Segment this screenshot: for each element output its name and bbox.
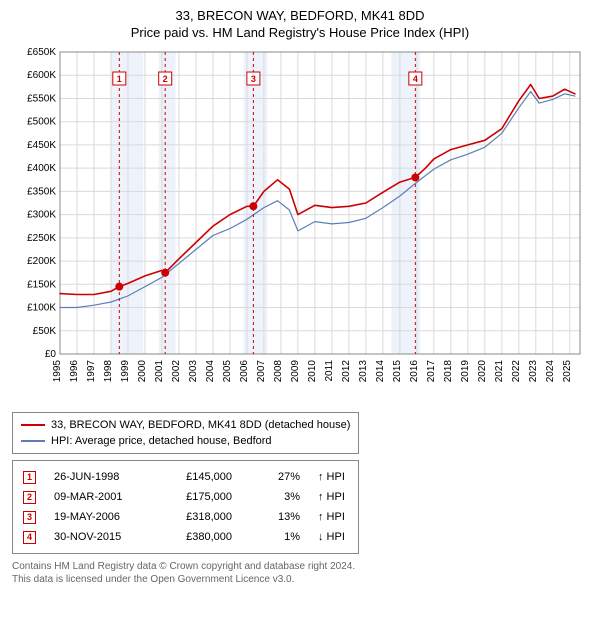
svg-text:2014: 2014	[375, 360, 386, 383]
title-address: 33, BRECON WAY, BEDFORD, MK41 8DD	[12, 8, 588, 23]
svg-text:2004: 2004	[205, 360, 216, 383]
svg-text:2003: 2003	[188, 360, 199, 383]
svg-text:2006: 2006	[239, 360, 250, 383]
legend-swatch	[21, 440, 45, 442]
svg-text:£150K: £150K	[27, 279, 56, 290]
svg-text:2010: 2010	[307, 360, 318, 383]
legend-label: 33, BRECON WAY, BEDFORD, MK41 8DD (detac…	[51, 417, 350, 433]
svg-text:£350K: £350K	[27, 186, 56, 197]
svg-text:£550K: £550K	[27, 93, 56, 104]
svg-text:2001: 2001	[154, 360, 165, 383]
sale-direction: ↓ HPI	[318, 527, 348, 547]
sale-direction: ↑ HPI	[318, 467, 348, 487]
svg-text:2015: 2015	[392, 360, 403, 383]
legend-item: HPI: Average price, detached house, Bedf…	[21, 433, 350, 449]
sale-row: 1 26-JUN-1998 £145,000 27% ↑ HPI	[23, 467, 348, 487]
svg-text:£100K: £100K	[27, 303, 56, 314]
svg-text:2008: 2008	[273, 360, 284, 383]
chart-svg: £0 £50K £100K £150K £200K £250K £300K £350K £400…	[12, 46, 588, 406]
sale-pct: 13%	[250, 507, 300, 527]
svg-text:2020: 2020	[477, 360, 488, 383]
sale-marker: 4	[23, 531, 36, 544]
svg-text:3: 3	[251, 74, 256, 84]
sale-date: 19-MAY-2006	[54, 507, 144, 527]
sale-price: £175,000	[162, 487, 232, 507]
sale-price: £380,000	[162, 527, 232, 547]
svg-text:2002: 2002	[171, 360, 182, 383]
sale-date: 09-MAR-2001	[54, 487, 144, 507]
svg-text:2007: 2007	[256, 360, 267, 383]
sale-direction: ↑ HPI	[318, 507, 348, 527]
chart-area: £0 £50K £100K £150K £200K £250K £300K £350K £400…	[12, 46, 588, 406]
svg-text:2009: 2009	[290, 360, 301, 383]
chart-title: 33, BRECON WAY, BEDFORD, MK41 8DD Price …	[12, 8, 588, 40]
svg-text:£400K: £400K	[27, 163, 56, 174]
svg-text:2: 2	[163, 74, 168, 84]
svg-text:2018: 2018	[443, 360, 454, 383]
svg-text:2005: 2005	[222, 360, 233, 383]
svg-text:2024: 2024	[545, 360, 556, 383]
attribution-line1: Contains HM Land Registry data © Crown c…	[12, 560, 588, 573]
sale-pct: 1%	[250, 527, 300, 547]
legend: 33, BRECON WAY, BEDFORD, MK41 8DD (detac…	[12, 412, 359, 454]
sale-marker: 1	[23, 471, 36, 484]
svg-text:2011: 2011	[324, 360, 335, 382]
svg-text:£200K: £200K	[27, 256, 56, 267]
sale-pct: 27%	[250, 467, 300, 487]
sale-pct: 3%	[250, 487, 300, 507]
svg-text:£500K: £500K	[27, 117, 56, 128]
sale-marker: 3	[23, 511, 36, 524]
legend-label: HPI: Average price, detached house, Bedf…	[51, 433, 272, 449]
attribution-line2: This data is licensed under the Open Gov…	[12, 573, 588, 586]
page-container: 33, BRECON WAY, BEDFORD, MK41 8DD Price …	[0, 0, 600, 594]
sales-table: 1 26-JUN-1998 £145,000 27% ↑ HPI 2 09-MAR-2001…	[12, 460, 359, 554]
svg-text:2016: 2016	[409, 360, 420, 383]
sale-price: £318,000	[162, 507, 232, 527]
svg-text:2022: 2022	[511, 360, 522, 383]
sale-marker: 2	[23, 491, 36, 504]
title-subtitle: Price paid vs. HM Land Registry's House …	[12, 25, 588, 40]
svg-text:1: 1	[117, 74, 122, 84]
sale-row: 2 09-MAR-2001 £175,000 3% ↑ HPI	[23, 487, 348, 507]
sale-date: 30-NOV-2015	[54, 527, 144, 547]
svg-text:1998: 1998	[103, 360, 114, 383]
svg-text:£300K: £300K	[27, 210, 56, 221]
sale-date: 26-JUN-1998	[54, 467, 144, 487]
svg-text:£50K: £50K	[33, 326, 57, 337]
legend-swatch	[21, 424, 45, 426]
svg-text:£450K: £450K	[27, 140, 56, 151]
svg-text:2013: 2013	[358, 360, 369, 383]
svg-text:2019: 2019	[460, 360, 471, 383]
svg-text:1996: 1996	[69, 360, 80, 383]
sale-row: 3 19-MAY-2006 £318,000 13% ↑ HPI	[23, 507, 348, 527]
svg-text:2000: 2000	[137, 360, 148, 383]
svg-text:1995: 1995	[52, 360, 63, 383]
svg-text:£650K: £650K	[27, 47, 56, 58]
svg-text:2017: 2017	[426, 360, 437, 383]
legend-item: 33, BRECON WAY, BEDFORD, MK41 8DD (detac…	[21, 417, 350, 433]
svg-text:2023: 2023	[528, 360, 539, 383]
svg-text:£0: £0	[45, 349, 57, 360]
sale-direction: ↑ HPI	[318, 487, 348, 507]
svg-text:4: 4	[413, 74, 418, 84]
svg-text:2021: 2021	[494, 360, 505, 383]
svg-text:£600K: £600K	[27, 70, 56, 81]
svg-text:£250K: £250K	[27, 233, 56, 244]
attribution: Contains HM Land Registry data © Crown c…	[12, 560, 588, 586]
svg-text:2012: 2012	[341, 360, 352, 383]
sale-row: 4 30-NOV-2015 £380,000 1% ↓ HPI	[23, 527, 348, 547]
sale-price: £145,000	[162, 467, 232, 487]
svg-text:2025: 2025	[562, 360, 573, 383]
svg-text:1999: 1999	[120, 360, 131, 383]
svg-text:1997: 1997	[86, 360, 97, 383]
